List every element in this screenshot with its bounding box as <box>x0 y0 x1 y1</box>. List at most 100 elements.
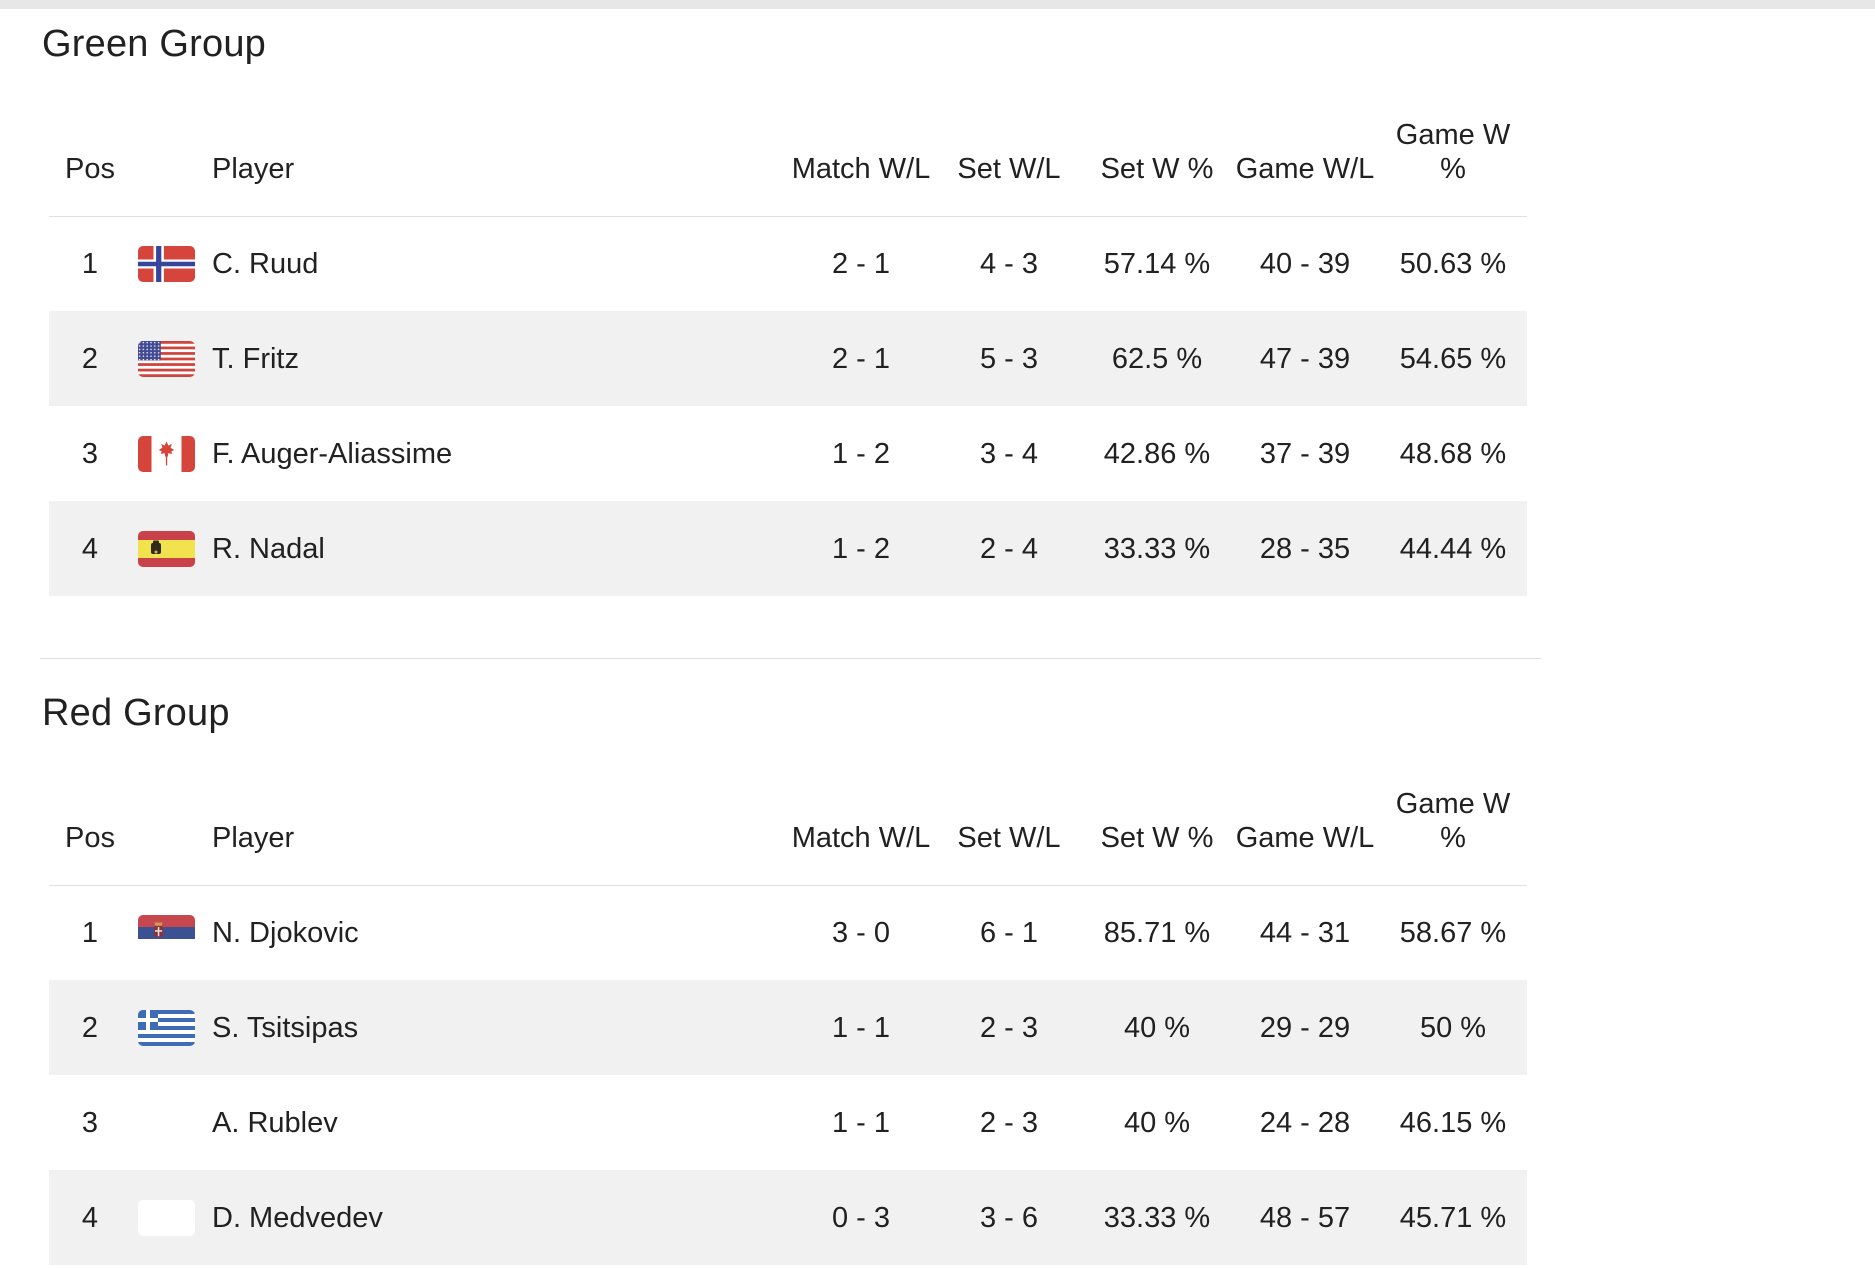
player-name: A. Rublev <box>212 1106 338 1139</box>
col-header-match-wl: Match W/L <box>787 736 935 886</box>
set-wpct-cell: 40 % <box>1123 1011 1191 1044</box>
game-wpct-cell: 50.63 % <box>1399 247 1507 280</box>
set-wpct-cell: 33.33 % <box>1103 532 1211 565</box>
usa-flag-icon <box>138 340 195 377</box>
game-wl-cell: 28 - 35 <box>1259 532 1351 565</box>
set-wl-cell: 3 - 4 <box>979 437 1039 470</box>
match-wl-cell: 1 - 2 <box>831 437 891 470</box>
position-cell: 1 <box>81 247 99 280</box>
player-row: 2 S. Tsitsipas 1 - 1 2 - 3 40 % 29 - 29 50 % <box>49 980 1527 1075</box>
position-cell: 2 <box>81 342 99 375</box>
player-cell: D. Medvedev <box>131 1170 787 1265</box>
player-cell: R. Nadal <box>131 501 787 596</box>
group-section-red: Red Group Pos Player Match W/L Set W/L S… <box>40 690 1541 1265</box>
table-header-row: Pos Player Match W/L Set W/L Set W % Gam… <box>49 736 1527 886</box>
match-wl-cell: 1 - 2 <box>831 532 891 565</box>
greece-flag-icon <box>138 1009 195 1046</box>
player-name: C. Ruud <box>212 247 319 280</box>
blank-flag-icon <box>138 1199 195 1236</box>
position-cell: 3 <box>81 437 99 470</box>
group-title-red: Red Group <box>42 692 230 734</box>
game-wpct-cell: 44.44 % <box>1399 532 1507 565</box>
set-wl-cell: 2 - 3 <box>979 1106 1039 1139</box>
set-wpct-cell: 62.5 % <box>1111 342 1203 375</box>
col-header-game-wpct: Game W % <box>1379 736 1527 886</box>
player-name: R. Nadal <box>212 532 325 565</box>
blank-flag-icon <box>138 1104 195 1141</box>
match-wl-cell: 0 - 3 <box>831 1201 891 1234</box>
game-wpct-cell: 48.68 % <box>1399 437 1507 470</box>
table-body-green: 1 C. Ruud 2 - 1 4 - 3 57.14 % 40 - 39 50.63 % 2… <box>49 216 1527 596</box>
player-name: S. Tsitsipas <box>212 1011 359 1044</box>
player-name: F. Auger-Aliassime <box>212 437 453 470</box>
player-cell: C. Ruud <box>131 216 787 311</box>
game-wl-cell: 37 - 39 <box>1259 437 1351 470</box>
table-body-red: 1 N. Djokovic 3 - 0 6 - 1 85.71 % 44 - 31 58.6… <box>49 885 1527 1265</box>
col-header-set-wl: Set W/L <box>935 67 1083 217</box>
set-wl-cell: 3 - 6 <box>979 1201 1039 1234</box>
player-cell: N. Djokovic <box>131 885 787 980</box>
set-wl-cell: 4 - 3 <box>979 247 1039 280</box>
col-header-game-wl: Game W/L <box>1231 736 1379 886</box>
match-wl-cell: 1 - 1 <box>831 1106 891 1139</box>
player-row: 2 T. Fritz 2 - 1 5 - 3 62.5 % 47 - 39 54.65 % <box>49 311 1527 406</box>
player-cell: F. Auger-Aliassime <box>131 406 787 501</box>
position-cell: 3 <box>81 1106 99 1139</box>
player-name: N. Djokovic <box>212 916 359 949</box>
spain-flag-icon <box>138 530 195 567</box>
col-header-pos: Pos <box>49 67 131 217</box>
set-wpct-cell: 42.86 % <box>1103 437 1211 470</box>
game-wpct-cell: 46.15 % <box>1399 1106 1507 1139</box>
set-wl-cell: 2 - 4 <box>979 532 1039 565</box>
match-wl-cell: 2 - 1 <box>831 342 891 375</box>
player-row: 3 F. Auger-Aliassime 1 - 2 3 - 4 42.86 % 37 -… <box>49 406 1527 501</box>
standings-table-red: Pos Player Match W/L Set W/L Set W % Gam… <box>49 736 1527 1265</box>
game-wpct-cell: 45.71 % <box>1399 1201 1507 1234</box>
canada-flag-icon <box>138 435 195 472</box>
table-header-row: Pos Player Match W/L Set W/L Set W % Gam… <box>49 67 1527 217</box>
position-cell: 2 <box>81 1011 99 1044</box>
player-cell: A. Rublev <box>131 1075 787 1170</box>
set-wl-cell: 6 - 1 <box>979 916 1039 949</box>
set-wl-cell: 2 - 3 <box>979 1011 1039 1044</box>
serbia-flag-icon <box>138 914 195 951</box>
game-wl-cell: 29 - 29 <box>1259 1011 1351 1044</box>
game-wl-cell: 48 - 57 <box>1259 1201 1351 1234</box>
col-header-set-wpct: Set W % <box>1083 736 1231 886</box>
player-row: 1 N. Djokovic 3 - 0 6 - 1 85.71 % 44 - 31 58.6… <box>49 885 1527 980</box>
norway-flag-icon <box>138 245 195 282</box>
col-header-game-wl: Game W/L <box>1231 67 1379 217</box>
standings-page: Green Group Pos Player Match W/L Set W/L… <box>0 21 1875 1265</box>
player-cell: S. Tsitsipas <box>131 980 787 1075</box>
col-header-set-wl: Set W/L <box>935 736 1083 886</box>
game-wl-cell: 44 - 31 <box>1259 916 1351 949</box>
game-wpct-cell: 54.65 % <box>1399 342 1507 375</box>
player-row: 4 R. Nadal 1 - 2 2 - 4 33.33 % 28 - 35 44.44 % <box>49 501 1527 596</box>
col-header-pos: Pos <box>49 736 131 886</box>
position-cell: 1 <box>81 916 99 949</box>
player-row: 1 C. Ruud 2 - 1 4 - 3 57.14 % 40 - 39 50.63 % <box>49 216 1527 311</box>
col-header-set-wpct: Set W % <box>1083 67 1231 217</box>
standings-table-green: Pos Player Match W/L Set W/L Set W % Gam… <box>49 67 1527 596</box>
set-wl-cell: 5 - 3 <box>979 342 1039 375</box>
game-wl-cell: 24 - 28 <box>1259 1106 1351 1139</box>
player-row: 4 D. Medvedev 0 - 3 3 - 6 33.33 % 48 - 57 45.7… <box>49 1170 1527 1265</box>
player-row: 3 A. Rublev 1 - 1 2 - 3 40 % 24 - 28 46.15 % <box>49 1075 1527 1170</box>
position-cell: 4 <box>81 532 99 565</box>
game-wpct-cell: 58.67 % <box>1399 916 1507 949</box>
col-header-match-wl: Match W/L <box>787 67 935 217</box>
top-strip <box>0 0 1875 9</box>
col-header-game-wpct: Game W % <box>1379 67 1527 217</box>
group-section-green: Green Group Pos Player Match W/L Set W/L… <box>40 21 1541 659</box>
player-name: T. Fritz <box>212 342 299 375</box>
col-header-player: Player <box>131 67 787 217</box>
match-wl-cell: 2 - 1 <box>831 247 891 280</box>
match-wl-cell: 3 - 0 <box>831 916 891 949</box>
set-wpct-cell: 33.33 % <box>1103 1201 1211 1234</box>
set-wpct-cell: 40 % <box>1123 1106 1191 1139</box>
group-title-green: Green Group <box>42 23 266 65</box>
position-cell: 4 <box>81 1201 99 1234</box>
game-wl-cell: 40 - 39 <box>1259 247 1351 280</box>
player-name: D. Medvedev <box>212 1201 383 1234</box>
col-header-player: Player <box>131 736 787 886</box>
